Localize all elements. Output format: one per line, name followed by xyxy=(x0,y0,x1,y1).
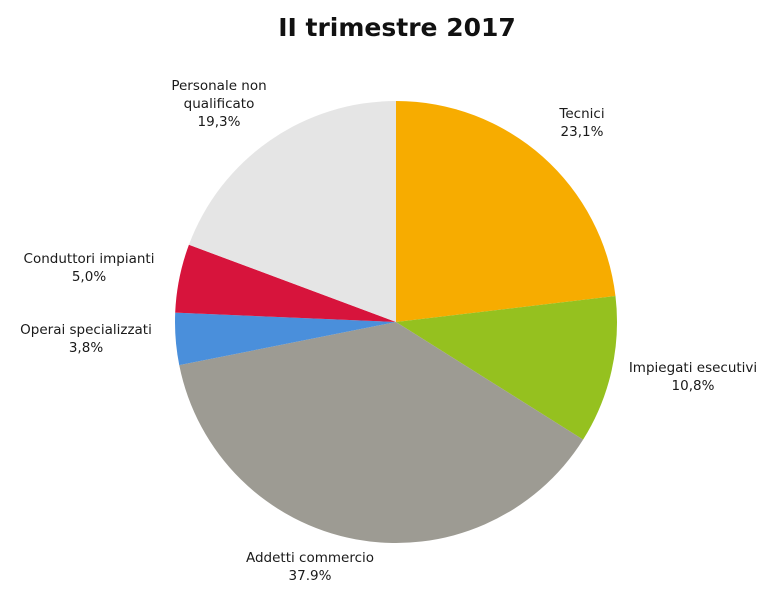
slice-label-6: Personale non qualificato 19,3% xyxy=(171,78,266,130)
pie-slice-5 xyxy=(175,244,396,322)
pie-slice-2 xyxy=(396,296,618,440)
slice-label-1: Tecnici 23,1% xyxy=(558,106,604,140)
slice-value-text: 23,1% xyxy=(561,124,604,140)
slice-category-text: qualificato xyxy=(184,96,255,112)
pie-slice-4 xyxy=(174,312,396,366)
slice-category-text: Tecnici xyxy=(558,106,604,122)
slice-category-text: Addetti commercio xyxy=(246,550,374,566)
slice-category-text: Operai specializzati xyxy=(20,322,152,338)
slice-value-text: 10,8% xyxy=(672,378,715,394)
pie-slice-1 xyxy=(396,101,616,322)
slice-value-text: 37.9% xyxy=(289,568,332,584)
slice-category-text: Impiegati esecutivi xyxy=(629,360,757,376)
slice-value-text: 5,0% xyxy=(72,269,106,285)
slice-label-2: Impiegati esecutivi 10,8% xyxy=(629,360,757,394)
slice-value-text: 3,8% xyxy=(69,340,103,356)
chart-title: II trimestre 2017 xyxy=(278,13,516,42)
pie-slices xyxy=(174,101,618,544)
slice-category-text: Conduttori impianti xyxy=(24,251,155,267)
slice-label-4: Operai specializzati 3,8% xyxy=(20,322,152,356)
slice-value-text: 19,3% xyxy=(198,114,241,130)
slice-labels: Tecnici 23,1% Impiegati esecutivi 10,8% Adde… xyxy=(20,78,757,584)
slice-category-text: Personale non xyxy=(171,78,266,94)
slice-label-5: Conduttori impianti 5,0% xyxy=(24,251,155,285)
pie-slice-3 xyxy=(179,322,584,544)
pie-slice-6 xyxy=(188,101,396,322)
slice-label-3: Addetti commercio 37.9% xyxy=(246,550,374,584)
